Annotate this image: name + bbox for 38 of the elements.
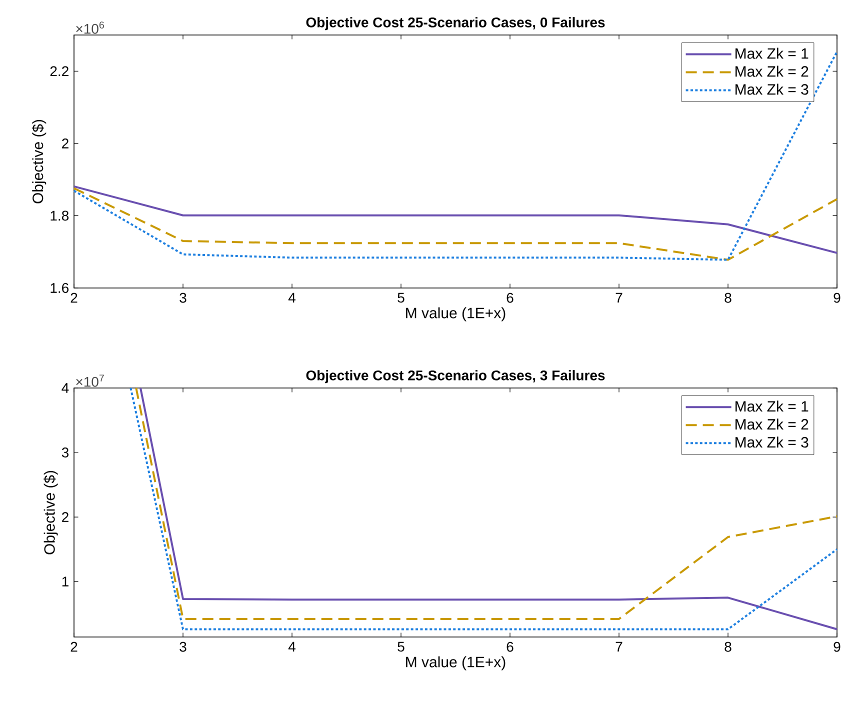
y-axis-title: Objective ($) [32,120,46,204]
x-tick-label: 8 [724,292,732,303]
x-tick-label: 5 [398,292,404,303]
x-tick-label: 3 [180,642,186,652]
x-tick-label: 6 [506,642,514,652]
x-tick-label: 7 [616,642,622,652]
legend-label: Max Zk = 1 [736,48,808,59]
y-tick-label: 2.2 [50,66,68,76]
x-axis-title: M value (1E+x) [406,656,506,670]
x-tick-label: 9 [834,292,840,303]
y-tick-label: 3 [62,448,69,458]
legend-label: Max Zk = 3 [736,436,808,448]
x-tick-label: 2 [70,642,78,652]
legend-label: Max Zk = 1 [736,400,808,412]
chart-title: Objective Cost 25-Scenario Cases, 3 Failures [306,370,605,384]
y-tick-label: 1 [62,576,68,586]
legend-label: Max Zk = 3 [736,84,808,95]
x-tick-label: 3 [180,292,186,303]
x-tick-label: 5 [398,642,404,652]
y-tick-label: 2 [62,512,68,522]
legend-label: Max Zk = 2 [736,418,808,430]
x-axis-title: M value (1E+x) [406,307,506,322]
text: ×10$^{7}$ [76,374,104,387]
x-tick-label: 8 [724,642,732,652]
text: ×10$^{6}$ [76,22,104,34]
y-axis-title: Objective ($) [44,470,58,554]
x-tick-label: 4 [288,292,296,302]
x-tick-label: 6 [506,292,514,303]
x-tick-label: 9 [834,642,840,652]
y-tick-label: 4 [62,383,69,393]
chart-title: Objective Cost 25-Scenario Cases, 0 Failures [306,17,605,30]
x-tick-label: 7 [616,292,622,302]
legend-label: Max Zk = 2 [736,66,808,77]
y-tick-label: 1.8 [50,210,69,221]
x-tick-label: 2 [70,292,78,303]
y-tick-label: 1.6 [50,283,69,293]
y-tick-label: 2 [62,138,68,148]
x-tick-label: 4 [288,642,296,652]
